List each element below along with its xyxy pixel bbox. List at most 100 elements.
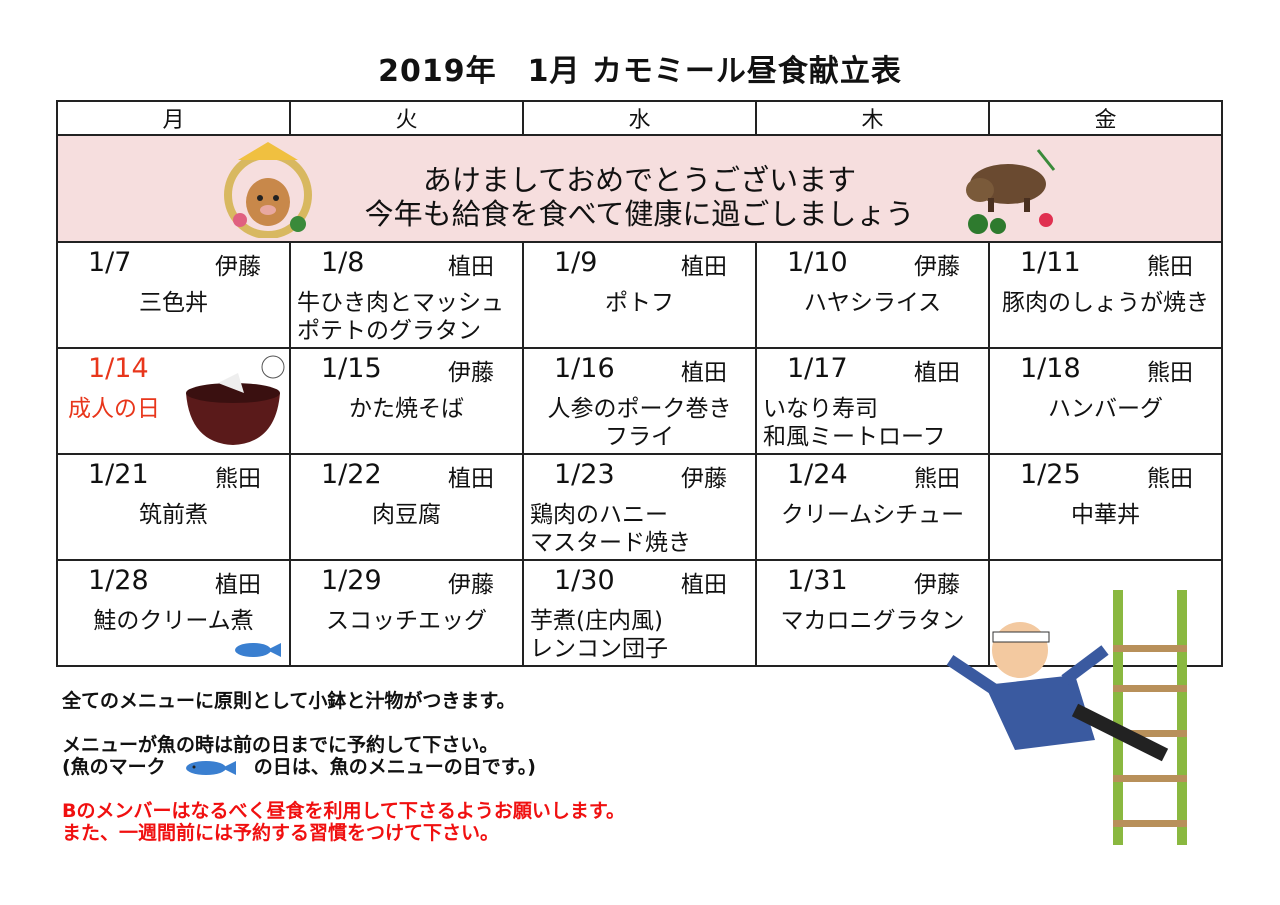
- day-cell: 1/23 伊藤 鶏肉のハニー マスタード焼き: [522, 453, 757, 561]
- day-menu: 鮭のクリーム煮: [93, 608, 254, 634]
- day-staff: 植田: [448, 466, 494, 492]
- day-menu: 肉豆腐: [372, 502, 441, 528]
- day-cell: 1/8 植田 牛ひき肉とマッシュ ポテトのグラタン: [289, 241, 524, 349]
- new-year-banner: あけましておめでとうございます 今年も給食を食べて健康に過ごしましょう: [56, 134, 1223, 243]
- day-date: 1/18: [1020, 353, 1081, 384]
- day-menu: 人参のポーク巻き フライ: [547, 396, 732, 450]
- red-bean-soup-illustration: [186, 355, 285, 445]
- day-date: 1/9: [554, 247, 598, 278]
- day-menu: 三色丼: [139, 290, 208, 316]
- day-staff: 伊藤: [448, 360, 494, 386]
- day-staff: 伊藤: [914, 572, 960, 598]
- day-menu: 中華丼: [1071, 502, 1140, 528]
- day-menu: マカロニグラタン: [780, 608, 965, 634]
- day-menu: ポトフ: [605, 290, 674, 316]
- day-cell: 1/30 植田 芋煮(庄内風) レンコン団子: [522, 559, 757, 667]
- day-cell: 1/9 植田 ポトフ: [522, 241, 757, 349]
- day-date: 1/16: [554, 353, 615, 384]
- day-staff: 植田: [914, 360, 960, 386]
- notes: 全てのメニューに原則として小鉢と汁物がつきます。 メニューが魚の時は前の日までに…: [62, 690, 625, 844]
- day-date: 1/21: [88, 459, 149, 490]
- day-staff: 植田: [215, 572, 261, 598]
- day-date: 1/31: [787, 565, 848, 596]
- day-staff: 熊田: [215, 466, 261, 492]
- day-menu: ハンバーグ: [1048, 396, 1163, 422]
- day-menu: 牛ひき肉とマッシュ ポテトのグラタン: [297, 290, 504, 344]
- day-staff: 伊藤: [681, 466, 727, 492]
- note-fish-reservation: メニューが魚の時は前の日までに予約して下さい。: [62, 734, 499, 756]
- boar-wreath-illustration: [224, 142, 312, 238]
- day-cell: 1/22 植田 肉豆腐: [289, 453, 524, 561]
- banner-line-1: あけましておめでとうございます: [422, 162, 857, 197]
- wild-boar-illustration: [966, 149, 1056, 234]
- day-staff: 伊藤: [914, 254, 960, 280]
- day-cell: 1/29 伊藤スコッチエッグ: [289, 559, 524, 667]
- day-date: 1/7: [88, 247, 132, 278]
- day-menu: 豚肉のしょうが焼き: [1002, 290, 1209, 316]
- day-date: 1/11: [1020, 247, 1081, 278]
- day-staff: 熊田: [914, 466, 960, 492]
- day-menu: スコッチエッグ: [326, 608, 487, 634]
- note-fish-mark-suffix: の日は、魚のメニューの日です。): [253, 756, 536, 778]
- day-date: 1/10: [787, 247, 848, 278]
- week-row: 1/21 熊田 筑前煮 1/22 植田 肉豆腐 1/23 伊藤 鶏肉のハニー マスタード焼き 1/…: [56, 453, 1223, 561]
- menu-calendar: 月 火 水 木 金 あけましておめでとうございます 今年も給食を食べて健康に過ご…: [56, 100, 1223, 667]
- page-title: 2019年 1月 カモミール昼食献立表: [378, 54, 902, 89]
- day-cell: 1/11 熊田豚肉のしょうが焼き: [988, 241, 1223, 349]
- day-staff: 植田: [681, 572, 727, 598]
- note-side-dishes: 全てのメニューに原則として小鉢と汁物がつきます。: [62, 690, 516, 712]
- note-request-1: Bのメンバーはなるべく昼食を利用して下さるようお願いします。: [62, 800, 626, 822]
- fish-icon: [235, 643, 281, 657]
- note-fish-mark-prefix: (魚のマーク: [62, 756, 166, 778]
- weekday-header: 月 火 水 木 金: [56, 100, 1223, 136]
- day-cell: 1/25 熊田 中華丼: [988, 453, 1223, 561]
- weekday-fri: 金: [988, 100, 1223, 136]
- day-staff: 植田: [681, 254, 727, 280]
- day-menu: 筑前煮: [139, 502, 208, 528]
- day-staff: 植田: [681, 360, 727, 386]
- day-menu: 鶏肉のハニー マスタード焼き: [530, 502, 691, 556]
- ladder-worker-illustration: [946, 590, 1187, 845]
- day-date: 1/8: [321, 247, 365, 278]
- day-cell: 1/7 伊藤 三色丼: [56, 241, 291, 349]
- day-staff: 熊田: [1147, 254, 1193, 280]
- day-date: 1/29: [321, 565, 382, 596]
- day-cell: 1/15 伊藤かた焼そば: [289, 347, 524, 455]
- day-date: 1/24: [787, 459, 848, 490]
- day-cell: 1/17 植田 いなり寿司 和風ミートローフ: [755, 347, 990, 455]
- week-row: 1/7 伊藤 三色丼 1/8 植田 牛ひき肉とマッシュ ポテトのグラタン 1/9 植田 ポトフ 1…: [56, 241, 1223, 349]
- day-menu: 芋煮(庄内風) レンコン団子: [530, 608, 668, 662]
- day-staff: 熊田: [1147, 466, 1193, 492]
- day-staff: 熊田: [1147, 360, 1193, 386]
- note-request-2: また、一週間前には予約する習慣をつけて下さい。: [62, 822, 500, 844]
- banner-line-2: 今年も給食を食べて健康に過ごしましょう: [364, 196, 915, 231]
- day-cell: 1/21 熊田 筑前煮: [56, 453, 291, 561]
- week-row: 1/14 成人の日 1/15 伊藤 かた焼そば 1/16 植田 人参のポーク巻き フライ 1/1…: [56, 347, 1223, 455]
- day-cell: 1/28 植田鮭のクリーム煮: [56, 559, 291, 667]
- day-menu: かた焼そば: [349, 396, 464, 422]
- day-cell: 1/18 熊田ハンバーグ: [988, 347, 1223, 455]
- day-cell: 1/31 伊藤マカロニグラタン: [755, 559, 990, 667]
- weekday-thu: 木: [755, 100, 990, 136]
- day-menu: 成人の日: [68, 396, 160, 422]
- fish-icon: [185, 760, 236, 775]
- day-date: 1/28: [88, 565, 149, 596]
- day-cell: 1/16 植田人参のポーク巻き フライ: [522, 347, 757, 455]
- weekday-wed: 水: [522, 100, 757, 136]
- day-staff: 伊藤: [215, 254, 261, 280]
- day-menu: クリームシチュー: [780, 502, 965, 528]
- day-date: 1/15: [321, 353, 382, 384]
- day-staff: 伊藤: [448, 572, 494, 598]
- day-date: 1/25: [1020, 459, 1081, 490]
- day-date: 1/30: [554, 565, 615, 596]
- week-row: 1/28 植田 鮭のクリーム煮 1/29 伊藤 スコッチエッグ 1/30 植田 芋煮(庄内風) …: [56, 559, 1223, 667]
- weekday-mon: 月: [56, 100, 291, 136]
- weekday-tue: 火: [289, 100, 524, 136]
- day-date: 1/14: [88, 353, 149, 384]
- day-cell: 1/14 成人の日: [56, 347, 291, 455]
- day-menu: ハヤシライス: [803, 290, 942, 316]
- day-menu: いなり寿司 和風ミートローフ: [763, 396, 946, 450]
- day-cell: 1/24 熊田クリームシチュー: [755, 453, 990, 561]
- day-date: 1/22: [321, 459, 382, 490]
